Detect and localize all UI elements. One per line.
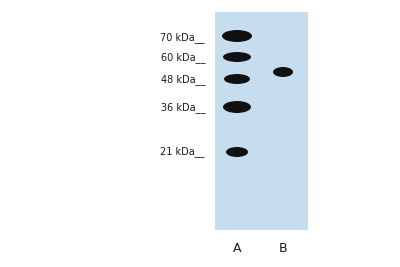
Text: 60 kDa__: 60 kDa__ bbox=[161, 53, 205, 64]
Text: 21 kDa__: 21 kDa__ bbox=[160, 147, 205, 158]
Ellipse shape bbox=[226, 147, 248, 157]
Ellipse shape bbox=[223, 52, 251, 62]
Text: B: B bbox=[279, 241, 287, 254]
Bar bbox=[215, 12, 308, 230]
Text: 36 kDa__: 36 kDa__ bbox=[161, 103, 205, 113]
Text: 48 kDa__: 48 kDa__ bbox=[161, 74, 205, 85]
Text: A: A bbox=[233, 241, 241, 254]
Ellipse shape bbox=[224, 74, 250, 84]
Text: 70 kDa__: 70 kDa__ bbox=[160, 33, 205, 44]
Ellipse shape bbox=[223, 101, 251, 113]
Ellipse shape bbox=[273, 67, 293, 77]
Ellipse shape bbox=[222, 30, 252, 42]
